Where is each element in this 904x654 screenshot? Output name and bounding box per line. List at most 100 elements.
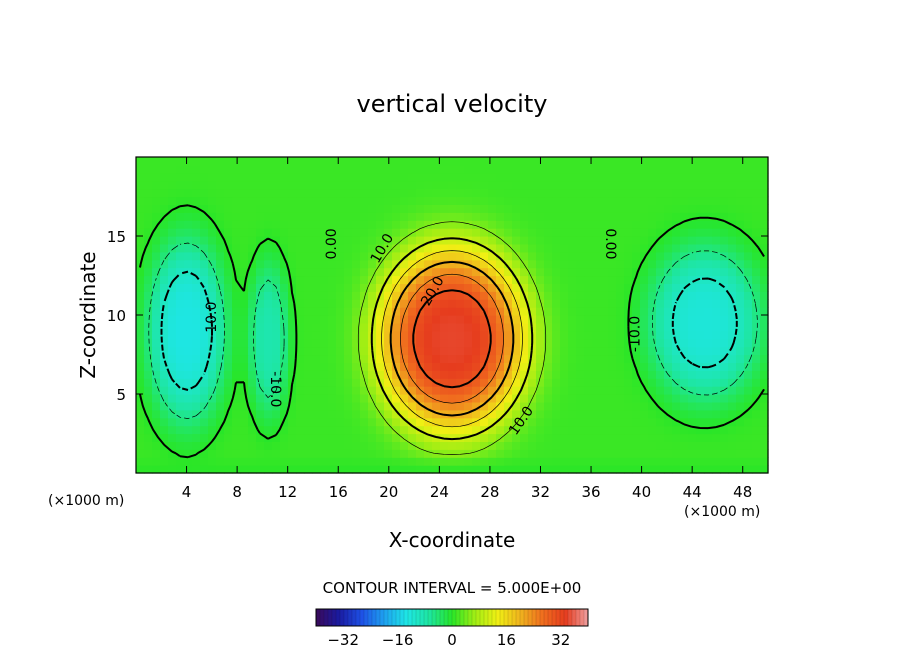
- heatmap-cell: [536, 409, 545, 419]
- heatmap-cell: [136, 433, 145, 442]
- heatmap-cell: [672, 346, 681, 356]
- heatmap-cell: [432, 283, 441, 292]
- heatmap-cell: [576, 267, 585, 277]
- heatmap-cell: [304, 362, 313, 371]
- heatmap-cell: [600, 425, 609, 435]
- heatmap-cell: [448, 354, 457, 363]
- heatmap-cell: [600, 457, 609, 466]
- heatmap-cell: [688, 196, 697, 205]
- heatmap-cell: [480, 354, 489, 363]
- heatmap-cell: [608, 172, 617, 182]
- heatmap-cell: [200, 204, 209, 213]
- heatmap-cell: [240, 465, 249, 474]
- heatmap-cell: [240, 164, 249, 174]
- heatmap-cell: [448, 251, 457, 261]
- heatmap-cell: [552, 188, 561, 198]
- heatmap-cell: [712, 354, 721, 363]
- heatmap-cell: [256, 362, 265, 371]
- heatmap-cell: [224, 465, 233, 474]
- heatmap-cell: [552, 386, 561, 395]
- heatmap-cell: [616, 196, 625, 205]
- heatmap-cell: [368, 425, 377, 435]
- heatmap-cell: [536, 164, 545, 174]
- heatmap-cell: [672, 228, 681, 237]
- heatmap-cell: [376, 196, 385, 205]
- heatmap-cell: [760, 275, 769, 284]
- heatmap-cell: [320, 157, 329, 166]
- heatmap-cell: [584, 212, 593, 221]
- heatmap-cell: [584, 465, 593, 474]
- heatmap-cell: [504, 228, 513, 237]
- heatmap-cell: [600, 188, 609, 198]
- heatmap-cell: [688, 346, 697, 356]
- heatmap-cell: [208, 394, 217, 403]
- heatmap-cell: [184, 417, 193, 427]
- x-unit-left: (×1000 m): [48, 493, 124, 509]
- heatmap-cell: [296, 378, 305, 387]
- heatmap-cell: [464, 346, 473, 356]
- heatmap-cell: [576, 228, 585, 237]
- heatmap-cell: [624, 378, 633, 387]
- heatmap-cell: [496, 251, 505, 261]
- heatmap-cell: [224, 401, 233, 411]
- heatmap-cell: [392, 378, 401, 387]
- heatmap-cell: [624, 196, 633, 205]
- heatmap-cell: [744, 409, 753, 419]
- heatmap-cell: [528, 401, 537, 411]
- heatmap-cell: [504, 433, 513, 442]
- heatmap-cell: [304, 378, 313, 387]
- heatmap-cell: [344, 172, 353, 182]
- heatmap-cell: [400, 307, 409, 316]
- heatmap-cell: [240, 259, 249, 269]
- heatmap-cell: [488, 441, 497, 450]
- heatmap-cell: [152, 251, 161, 261]
- heatmap-cell: [552, 180, 561, 190]
- heatmap-cell: [512, 204, 521, 213]
- heatmap-cell: [320, 409, 329, 419]
- heatmap-cell: [176, 164, 185, 174]
- heatmap-cell: [664, 394, 673, 403]
- heatmap-cell: [440, 275, 449, 284]
- heatmap-cell: [256, 236, 265, 245]
- heatmap-cell: [344, 220, 353, 229]
- heatmap-cell: [736, 449, 745, 458]
- heatmap-cell: [400, 283, 409, 292]
- heatmap-cell: [216, 409, 225, 419]
- heatmap-cell: [184, 457, 193, 466]
- heatmap-cell: [440, 465, 449, 474]
- colorbar-swatch: [484, 609, 489, 626]
- heatmap-cell: [256, 243, 265, 253]
- heatmap-cell: [184, 425, 193, 435]
- heatmap-cell: [456, 157, 465, 166]
- heatmap-cell: [224, 212, 233, 221]
- heatmap-cell: [424, 291, 433, 300]
- heatmap-cell: [584, 299, 593, 308]
- heatmap-cell: [432, 212, 441, 221]
- heatmap-cell: [232, 394, 241, 403]
- heatmap-cell: [264, 465, 273, 474]
- heatmap-cell: [224, 220, 233, 229]
- heatmap-cell: [648, 220, 657, 229]
- heatmap-cell: [288, 204, 297, 213]
- heatmap-cell: [184, 330, 193, 340]
- heatmap-cell: [136, 338, 145, 348]
- heatmap-cell: [224, 172, 233, 182]
- heatmap-cell: [336, 378, 345, 387]
- heatmap-cell: [664, 354, 673, 363]
- heatmap-cell: [592, 299, 601, 308]
- contour-label: 0.00: [324, 228, 340, 259]
- heatmap-cell: [456, 236, 465, 245]
- heatmap-cell: [264, 283, 273, 292]
- heatmap-cell: [184, 370, 193, 379]
- heatmap-cell: [144, 172, 153, 182]
- heatmap-cell: [568, 228, 577, 237]
- heatmap-cell: [568, 465, 577, 474]
- heatmap-cell: [632, 307, 641, 316]
- heatmap-cell: [472, 362, 481, 371]
- heatmap-cell: [528, 433, 537, 442]
- heatmap-cell: [760, 180, 769, 190]
- heatmap-cell: [168, 172, 177, 182]
- heatmap-cell: [384, 291, 393, 300]
- heatmap-cell: [488, 180, 497, 190]
- heatmap-cell: [136, 401, 145, 411]
